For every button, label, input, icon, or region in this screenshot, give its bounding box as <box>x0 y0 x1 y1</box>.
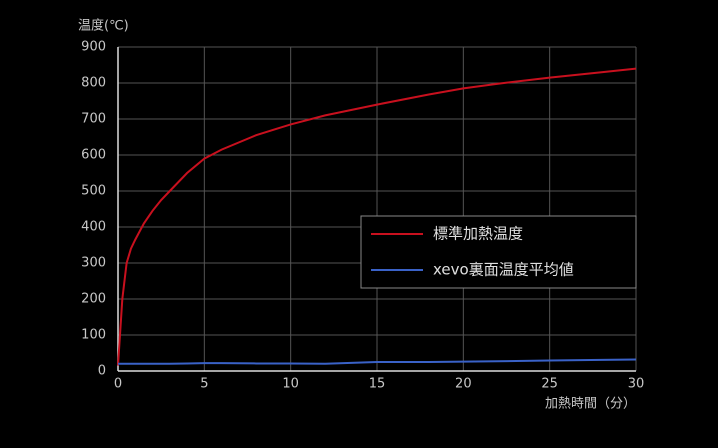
x-tick-label: 25 <box>541 377 558 392</box>
y-tick-label: 900 <box>81 40 106 55</box>
x-axis-label: 加熱時間（分） <box>545 397 636 412</box>
legend-label: 標準加熱温度 <box>433 225 523 243</box>
x-tick-label: 5 <box>200 377 208 392</box>
y-tick-label: 600 <box>81 148 106 163</box>
legend-label: xevo裏面温度平均値 <box>433 261 574 279</box>
y-tick-label: 800 <box>81 76 106 91</box>
y-tick-label: 700 <box>81 112 106 127</box>
x-tick-label: 20 <box>455 377 472 392</box>
legend-box <box>360 215 637 289</box>
y-tick-label: 300 <box>81 256 106 271</box>
y-tick-label: 400 <box>81 220 106 235</box>
y-axis-label: 温度(℃) <box>78 18 129 34</box>
y-tick-label: 100 <box>81 328 106 343</box>
y-tick-label: 200 <box>81 292 106 307</box>
x-tick-label: 0 <box>114 377 122 392</box>
x-tick-label: 30 <box>628 377 645 392</box>
series-line <box>118 358 637 365</box>
y-tick-label: 500 <box>81 184 106 199</box>
x-tick-label: 15 <box>369 377 386 392</box>
x-tick-label: 10 <box>282 377 299 392</box>
series-line <box>117 67 637 366</box>
y-tick-label: 0 <box>98 364 106 379</box>
